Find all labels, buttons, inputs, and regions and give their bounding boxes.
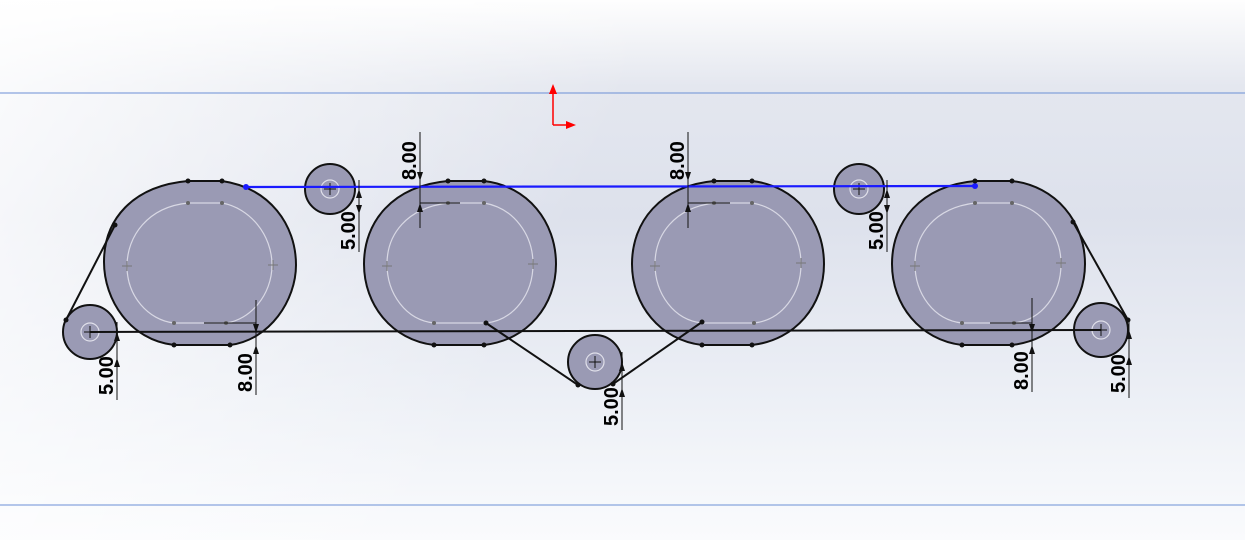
dim-text-top-left-8[interactable]: 8.00 bbox=[399, 141, 421, 180]
dim-text-top-right-5[interactable]: 5.00 bbox=[866, 211, 888, 250]
lobe-3[interactable] bbox=[630, 180, 826, 346]
lobe-2[interactable] bbox=[362, 180, 558, 346]
dimension-bottom-left-8[interactable]: 8.00 bbox=[204, 300, 259, 395]
dimension-top-left-5[interactable]: 5.00 bbox=[338, 180, 362, 252]
dimension-top-mid-8[interactable]: 8.00 bbox=[667, 132, 730, 228]
dim-text-top-mid-8[interactable]: 8.00 bbox=[667, 141, 689, 180]
pulley-bottom-middle[interactable] bbox=[567, 334, 623, 390]
dimension-top-right-5[interactable]: 5.00 bbox=[866, 180, 890, 252]
lobe-center-marks bbox=[122, 258, 1066, 271]
dim-text-bottom-right-8[interactable]: 8.00 bbox=[1011, 351, 1033, 390]
pulley-top-right[interactable] bbox=[833, 163, 885, 215]
selected-belt-segment[interactable] bbox=[243, 183, 978, 190]
lobe-1[interactable] bbox=[102, 180, 298, 346]
dimension-top-left-8[interactable]: 8.00 bbox=[399, 132, 460, 228]
belt-path[interactable] bbox=[65, 221, 1129, 386]
dimension-bottom-left-5[interactable]: 5.00 bbox=[96, 322, 120, 400]
dim-text-bottom-mid-5[interactable]: 5.00 bbox=[601, 387, 623, 426]
dim-text-bottom-left-8[interactable]: 8.00 bbox=[235, 353, 257, 392]
inner-sketch-points bbox=[172, 201, 1016, 325]
dim-text-bottom-right-5[interactable]: 5.00 bbox=[1108, 354, 1130, 393]
dimension-bottom-right-8[interactable]: 8.00 bbox=[990, 298, 1035, 392]
dimension-bottom-mid-5[interactable]: 5.00 bbox=[601, 352, 625, 430]
pulley-top-left[interactable] bbox=[304, 163, 356, 215]
dimension-bottom-right-5[interactable]: 5.00 bbox=[1108, 320, 1132, 398]
dim-text-bottom-left-5[interactable]: 5.00 bbox=[96, 356, 118, 395]
dim-text-top-left-5[interactable]: 5.00 bbox=[338, 211, 360, 250]
sketch-points[interactable] bbox=[63, 178, 1131, 388]
origin-icon[interactable] bbox=[549, 84, 576, 129]
